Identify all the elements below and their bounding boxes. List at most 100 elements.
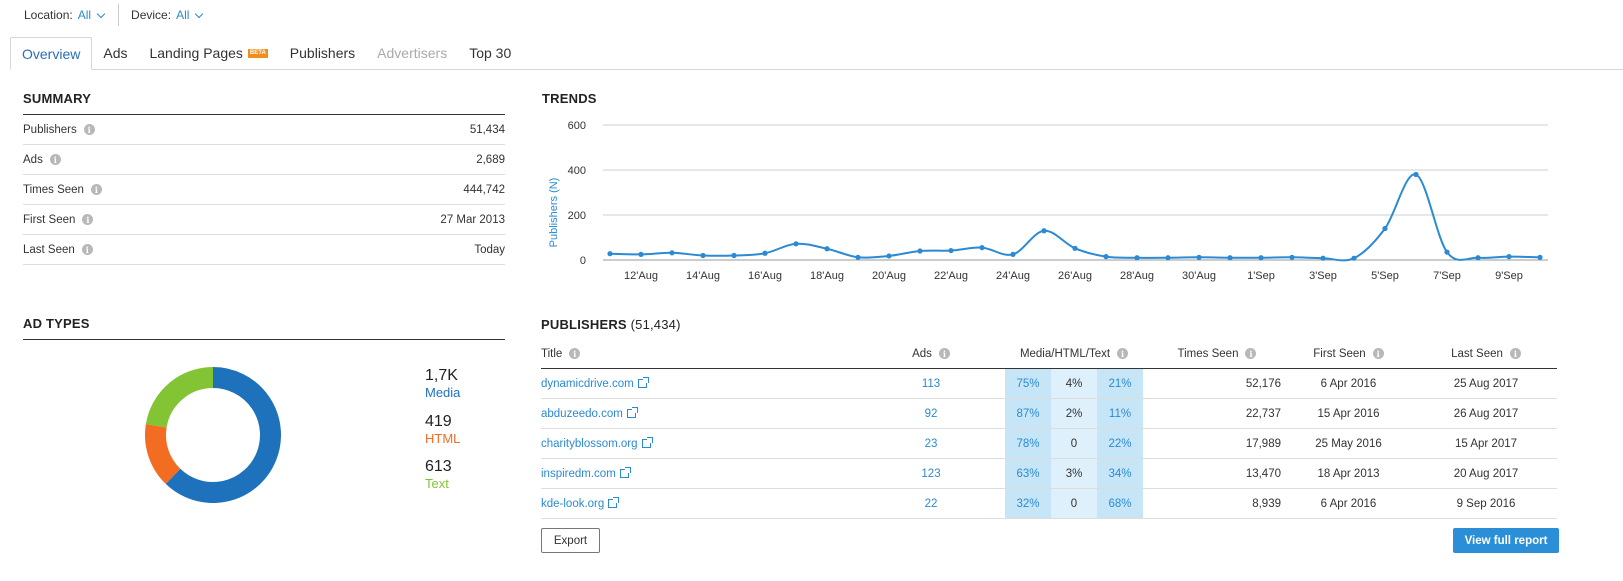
external-link-icon[interactable] — [637, 377, 649, 388]
media-percent[interactable]: 87% — [1005, 399, 1051, 428]
data-point — [824, 246, 830, 252]
col-title-header[interactable]: Title i — [541, 348, 901, 360]
publisher-link[interactable]: dynamicdrive.com — [541, 377, 634, 390]
location-dropdown[interactable]: All — [78, 8, 106, 22]
text-percent[interactable]: 11% — [1097, 399, 1143, 428]
trends-title: TRENDS — [542, 91, 597, 106]
donut-slice-text — [145, 367, 214, 428]
ads-count-link[interactable]: 92 — [924, 407, 938, 420]
last-seen-value: 20 Aug 2017 — [1453, 467, 1519, 480]
col-ads-header[interactable]: Ads i — [901, 348, 961, 360]
ads-count-link[interactable]: 113 — [921, 377, 941, 390]
tab-landing-pages[interactable]: Landing Pages BETA — [138, 37, 278, 69]
text-percent[interactable]: 22% — [1097, 429, 1143, 458]
tab-top-30[interactable]: Top 30 — [458, 37, 522, 69]
summary-label: Publishers — [23, 123, 77, 136]
publisher-link[interactable]: kde-look.org — [541, 497, 605, 510]
first-seen-value: 18 Apr 2013 — [1317, 467, 1380, 480]
publisher-link[interactable]: charityblossom.org — [541, 437, 638, 450]
table-row: inspiredm.com 123 63% 3% 34% 13,470 18 Apr 201… — [541, 459, 1557, 489]
x-tick-label: 30'Aug — [1182, 270, 1216, 282]
external-link-icon[interactable] — [619, 467, 631, 478]
first-seen-value: 6 Apr 2016 — [1320, 377, 1377, 390]
info-icon[interactable]: i — [1372, 348, 1384, 359]
tab-overview[interactable]: Overview — [10, 37, 93, 70]
legend-html: 419 HTML — [425, 413, 460, 446]
info-icon[interactable]: i — [49, 154, 61, 165]
data-point — [700, 252, 706, 259]
x-tick-label: 12'Aug — [624, 270, 658, 282]
text-percent[interactable]: 21% — [1097, 369, 1143, 398]
media-percent[interactable]: 75% — [1005, 369, 1051, 398]
location-filter[interactable]: Location: All — [24, 8, 106, 22]
external-link-icon[interactable] — [641, 437, 653, 448]
info-icon[interactable]: i — [938, 348, 950, 359]
summary-label-cell: Last Seen i — [23, 244, 93, 256]
ads-count-link[interactable]: 23 — [924, 437, 938, 450]
data-point — [1103, 254, 1109, 260]
col-label: Times Seen — [1177, 347, 1239, 360]
x-tick-label: 24'Aug — [996, 270, 1030, 282]
info-icon[interactable]: i — [81, 244, 93, 255]
beta-badge: BETA — [247, 48, 268, 58]
publisher-link[interactable]: inspiredm.com — [541, 467, 616, 480]
summary-value: 51,434 — [469, 123, 505, 136]
media-percent[interactable]: 63% — [1005, 459, 1051, 488]
data-point — [1072, 245, 1078, 251]
data-point — [1506, 254, 1512, 260]
col-last-seen-header[interactable]: Last Seen i — [1416, 348, 1556, 360]
col-mix-header[interactable]: Media/HTML/Text i — [1005, 348, 1143, 360]
summary-value: 2,689 — [476, 153, 505, 166]
filter-bar: Location: All Device: All — [24, 4, 204, 26]
publishers-title: PUBLISHERS (51,434) — [541, 317, 681, 332]
table-row: kde-look.org 22 32% 0 68% 8,939 6 Apr 2016 9 Se… — [541, 489, 1557, 519]
view-full-report-button[interactable]: View full report — [1453, 528, 1559, 553]
col-times-seen-header[interactable]: Times Seen i — [1143, 348, 1281, 360]
ads-count-link[interactable]: 22 — [924, 497, 938, 510]
data-point — [1289, 254, 1295, 260]
publisher-title-cell: inspiredm.com — [541, 467, 901, 480]
tab-ads[interactable]: Ads — [92, 37, 138, 69]
col-first-seen-header[interactable]: First Seen i — [1281, 348, 1416, 360]
summary-row-last-seen: Last Seen i Today — [23, 235, 505, 265]
info-icon[interactable]: i — [1117, 348, 1129, 359]
last-seen-value: 26 Aug 2017 — [1453, 407, 1519, 420]
info-icon[interactable]: i — [83, 124, 95, 135]
media-percent[interactable]: 32% — [1005, 489, 1051, 518]
tab-advertisers: Advertisers — [366, 37, 458, 69]
table-header: Title i Ads i Media/HTML/Text i Times Seen i… — [541, 339, 1557, 369]
html-percent: 2% — [1051, 399, 1097, 428]
y-tick-label: 600 — [568, 120, 586, 132]
external-link-icon[interactable] — [608, 497, 620, 508]
info-icon[interactable]: i — [82, 214, 94, 225]
summary-label-cell: Publishers i — [23, 124, 95, 136]
summary-label-cell: Times Seen i — [23, 184, 102, 196]
export-button[interactable]: Export — [541, 528, 600, 553]
info-icon[interactable]: i — [90, 184, 102, 195]
chevron-down-icon — [96, 9, 106, 18]
table-body: dynamicdrive.com 113 75% 4% 21% 52,176 6 Apr 2… — [541, 369, 1557, 519]
data-point — [1010, 251, 1016, 257]
first-seen-value: 6 Apr 2016 — [1320, 497, 1377, 510]
device-filter[interactable]: Device: All — [131, 8, 204, 22]
media-percent[interactable]: 78% — [1005, 429, 1051, 458]
x-tick-label: 20'Aug — [872, 270, 906, 282]
text-percent[interactable]: 34% — [1097, 459, 1143, 488]
device-dropdown[interactable]: All — [176, 8, 204, 22]
publisher-link[interactable]: abduzeedo.com — [541, 407, 623, 420]
summary-label: First Seen — [23, 213, 76, 226]
external-link-icon[interactable] — [626, 407, 638, 418]
x-tick-label: 1'Sep — [1247, 270, 1275, 282]
info-icon[interactable]: i — [1245, 348, 1257, 359]
data-point — [1351, 255, 1357, 261]
tab-publishers[interactable]: Publishers — [279, 37, 366, 69]
ads-count-link[interactable]: 123 — [921, 467, 941, 480]
info-icon[interactable]: i — [1509, 348, 1521, 359]
info-icon[interactable]: i — [569, 348, 581, 359]
legend-text: 613 Text — [425, 458, 452, 491]
html-percent: 0 — [1051, 489, 1097, 518]
ad-types-donut-chart — [145, 367, 281, 503]
device-value: All — [176, 8, 190, 22]
text-percent[interactable]: 68% — [1097, 489, 1143, 518]
summary-row-ads: Ads i 2,689 — [23, 145, 505, 175]
